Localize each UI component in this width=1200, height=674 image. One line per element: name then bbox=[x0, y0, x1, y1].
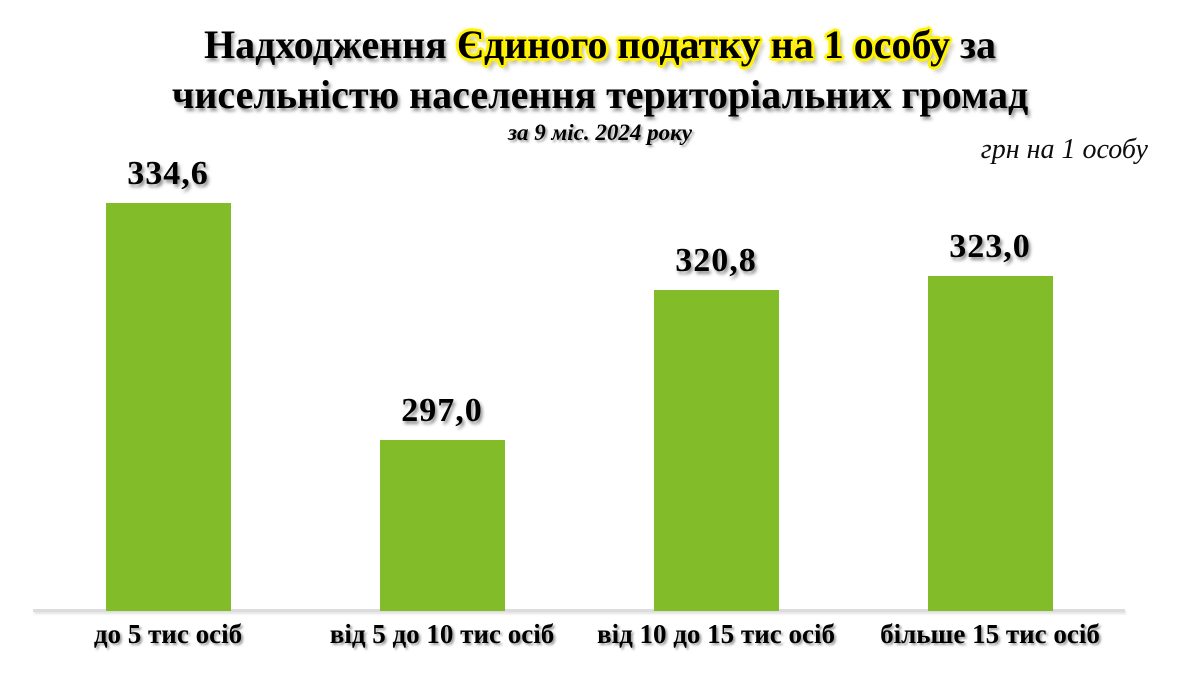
category-label: більше 15 тис осіб bbox=[880, 619, 1100, 649]
title-text-post: за bbox=[949, 22, 997, 67]
bar-group-more-15-tys: 323,0 більше 15 тис осіб bbox=[854, 150, 1126, 649]
bar-group-10-15-tys: 320,8 від 10 до 15 тис осіб bbox=[580, 150, 852, 649]
bar-chart: 334,6 до 5 тис осіб 297,0 від 5 до 10 ти… bbox=[0, 150, 1200, 674]
title-text-highlighted: Єдиного податку на 1 особу bbox=[456, 22, 950, 67]
category-label: до 5 тис осіб bbox=[93, 619, 243, 649]
bar bbox=[379, 440, 505, 611]
bar-group-do-5-tys: 334,6 до 5 тис осіб bbox=[32, 150, 304, 649]
title-line-1: Надходження Єдиного податку на 1 особу з… bbox=[0, 20, 1200, 70]
x-axis-line bbox=[33, 609, 1125, 612]
bar bbox=[927, 276, 1053, 611]
bar bbox=[653, 290, 779, 611]
bar bbox=[105, 203, 231, 611]
bar-value-label: 323,0 bbox=[949, 228, 1031, 265]
category-label: від 5 до 10 тис осіб bbox=[329, 619, 555, 649]
plot-area: 334,6 до 5 тис осіб 297,0 від 5 до 10 ти… bbox=[0, 150, 1200, 649]
title-line-2: чисельністю населення територіальних гро… bbox=[171, 72, 1029, 117]
page-title: Надходження Єдиного податку на 1 особу з… bbox=[0, 20, 1200, 120]
bar-value-label: 334,6 bbox=[127, 155, 209, 192]
bar-group-5-10-tys: 297,0 від 5 до 10 тис осіб bbox=[306, 150, 578, 649]
chart-subtitle: за 9 міс. 2024 року bbox=[508, 120, 692, 145]
category-label: від 10 до 15 тис осіб bbox=[597, 619, 835, 649]
title-text-pre: Надходження bbox=[203, 22, 457, 67]
bar-value-label: 297,0 bbox=[401, 392, 483, 429]
bar-value-label: 320,8 bbox=[675, 242, 757, 279]
unit-axis-label: грн на 1 особу bbox=[980, 134, 1148, 165]
